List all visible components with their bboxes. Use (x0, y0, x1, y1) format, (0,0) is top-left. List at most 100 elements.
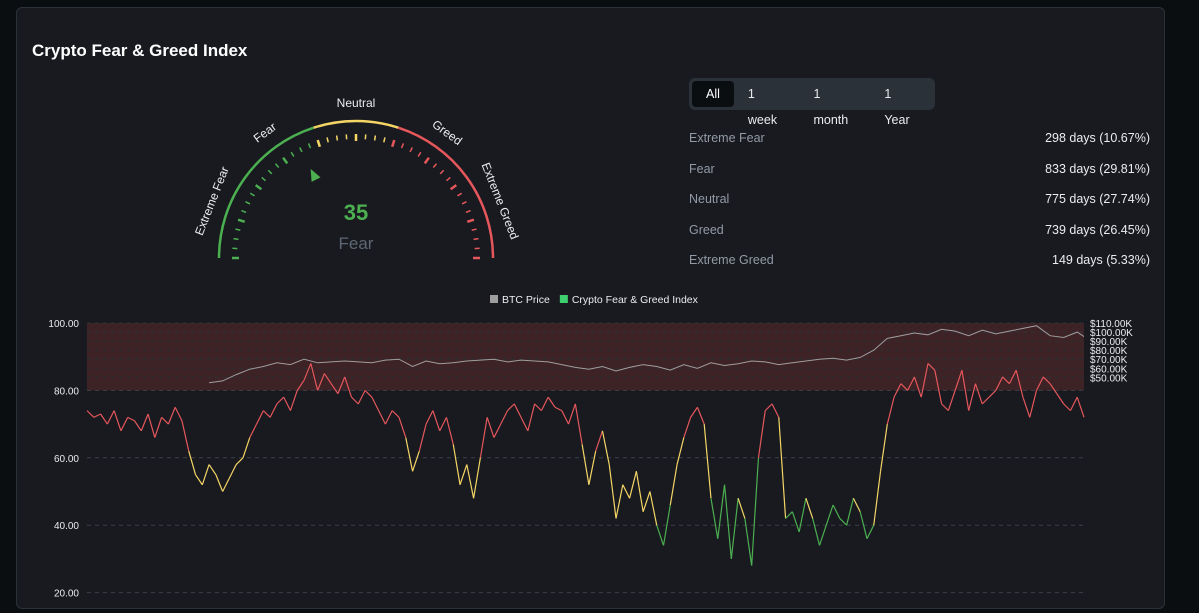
fear-greed-segment (385, 411, 392, 424)
fear-greed-segment (426, 411, 433, 424)
fear-greed-segment (162, 417, 169, 424)
gauge-tick (392, 140, 394, 147)
stat-label: Neutral (689, 192, 729, 206)
fear-greed-segment (114, 411, 121, 431)
gauge-arc-greed (398, 128, 493, 258)
tab-1-month[interactable]: 1 month (799, 81, 870, 107)
gauge-tick (283, 158, 287, 164)
fear-greed-segment (826, 505, 833, 525)
fear-greed-segment (630, 471, 637, 498)
gauge-zone-label: Greed (429, 117, 464, 148)
fear-greed-segment (881, 424, 888, 471)
fear-greed-segment (379, 411, 386, 424)
gauge-status: Fear (339, 234, 374, 253)
gauge-tick (246, 202, 250, 204)
fear-greed-segment (731, 498, 738, 559)
fear-greed-segment (738, 498, 745, 518)
gauge-tick (291, 152, 294, 156)
fear-greed-segment (582, 444, 589, 484)
gauge-tick (462, 202, 466, 204)
fear-greed-segment (541, 397, 548, 410)
fear-greed-segment (474, 458, 481, 498)
fear-greed-segment (623, 485, 630, 498)
y-right-tick: $50.00K (1090, 373, 1128, 384)
stat-row-extreme-fear: Extreme Fear 298 days (10.67%) (689, 123, 1150, 154)
gauge-tick (300, 148, 302, 152)
fear-greed-segment (555, 407, 562, 410)
fear-greed-segment (128, 417, 135, 420)
stat-value: 739 days (26.45%) (1045, 223, 1150, 237)
stat-row-extreme-greed: Extreme Greed 149 days (5.33%) (689, 245, 1150, 276)
gauge-pointer (311, 169, 321, 182)
fear-greed-segment (691, 407, 698, 417)
fear-greed-segment (982, 397, 989, 404)
y-left-tick: 60.00 (54, 454, 79, 465)
tab-1-year[interactable]: 1 Year (870, 81, 932, 107)
gauge-zone-label: Extreme Greed (479, 161, 522, 242)
gauge-tick (318, 140, 320, 147)
gauge-tick (451, 185, 457, 189)
fear-greed-segment (657, 525, 664, 545)
fear-greed-segment (758, 411, 765, 458)
sentiment-stats: Extreme Fear 298 days (10.67%) Fear 833 … (689, 123, 1150, 276)
fear-greed-segment (514, 404, 521, 417)
fear-greed-segment (745, 518, 752, 565)
fear-greed-segment (596, 431, 603, 451)
fear-greed-segment (175, 407, 182, 420)
fear-greed-segment (718, 485, 725, 539)
fear-greed-segment (290, 390, 297, 410)
fear-greed-segment (284, 397, 291, 410)
fear-greed-segment (101, 414, 108, 424)
fear-greed-segment (704, 424, 711, 498)
fear-greed-segment (867, 525, 874, 538)
gauge-tick (327, 137, 328, 142)
fear-greed-segment (1030, 390, 1037, 417)
legend-swatch (490, 295, 498, 303)
legend-label[interactable]: Crypto Fear & Greed Index (572, 294, 699, 306)
gauge-tick (446, 177, 450, 180)
gauge-tick (235, 229, 240, 230)
gauge-tick (472, 229, 477, 230)
stat-label: Greed (689, 223, 724, 237)
fear-greed-segment (772, 404, 779, 417)
gauge-zone-label: Neutral (337, 96, 376, 110)
fear-greed-segment (494, 424, 501, 437)
stat-label: Extreme Fear (689, 131, 765, 145)
fear-greed-segment (155, 417, 162, 437)
gauge-tick (467, 220, 474, 222)
fear-greed-segment (684, 417, 691, 437)
y-left-tick: 80.00 (54, 386, 79, 397)
fear-greed-segment (752, 458, 759, 566)
gauge-tick (337, 136, 338, 141)
gauge-arc-fear (219, 128, 314, 258)
fear-greed-segment (813, 518, 820, 545)
fear-greed-segment (277, 397, 284, 404)
chart-legend: BTC Price Crypto Fear & Greed Index (490, 294, 699, 306)
gauge-zone-label: Fear (251, 120, 279, 146)
gauge-tick (256, 185, 262, 189)
fear-greed-segment (650, 492, 657, 526)
tab-1-week[interactable]: 1 week (734, 81, 800, 107)
card-title: Crypto Fear & Greed Index (32, 41, 247, 61)
stat-row-greed: Greed 739 days (26.45%) (689, 215, 1150, 246)
fear-greed-segment (819, 525, 826, 545)
stat-label: Fear (689, 162, 715, 176)
fear-greed-segment (168, 407, 175, 424)
fear-greed-segment (257, 411, 264, 424)
tab-all[interactable]: All (692, 81, 734, 107)
fear-greed-segment (786, 512, 793, 519)
fear-greed-segment (460, 465, 467, 485)
stat-row-neutral: Neutral 775 days (27.74%) (689, 184, 1150, 215)
fear-greed-segment (1070, 397, 1077, 410)
fear-greed-segment (697, 407, 704, 424)
gauge-tick (418, 152, 421, 156)
gauge-tick (440, 170, 444, 174)
legend-label[interactable]: BTC Price (502, 294, 550, 306)
fear-greed-segment (528, 404, 535, 431)
fear-greed-segment (840, 518, 847, 525)
fear-greed-segment (250, 424, 257, 437)
fear-greed-line (87, 363, 1084, 565)
fear-greed-segment (270, 404, 277, 417)
gauge-tick (241, 211, 246, 213)
fear-greed-segment (216, 475, 223, 492)
